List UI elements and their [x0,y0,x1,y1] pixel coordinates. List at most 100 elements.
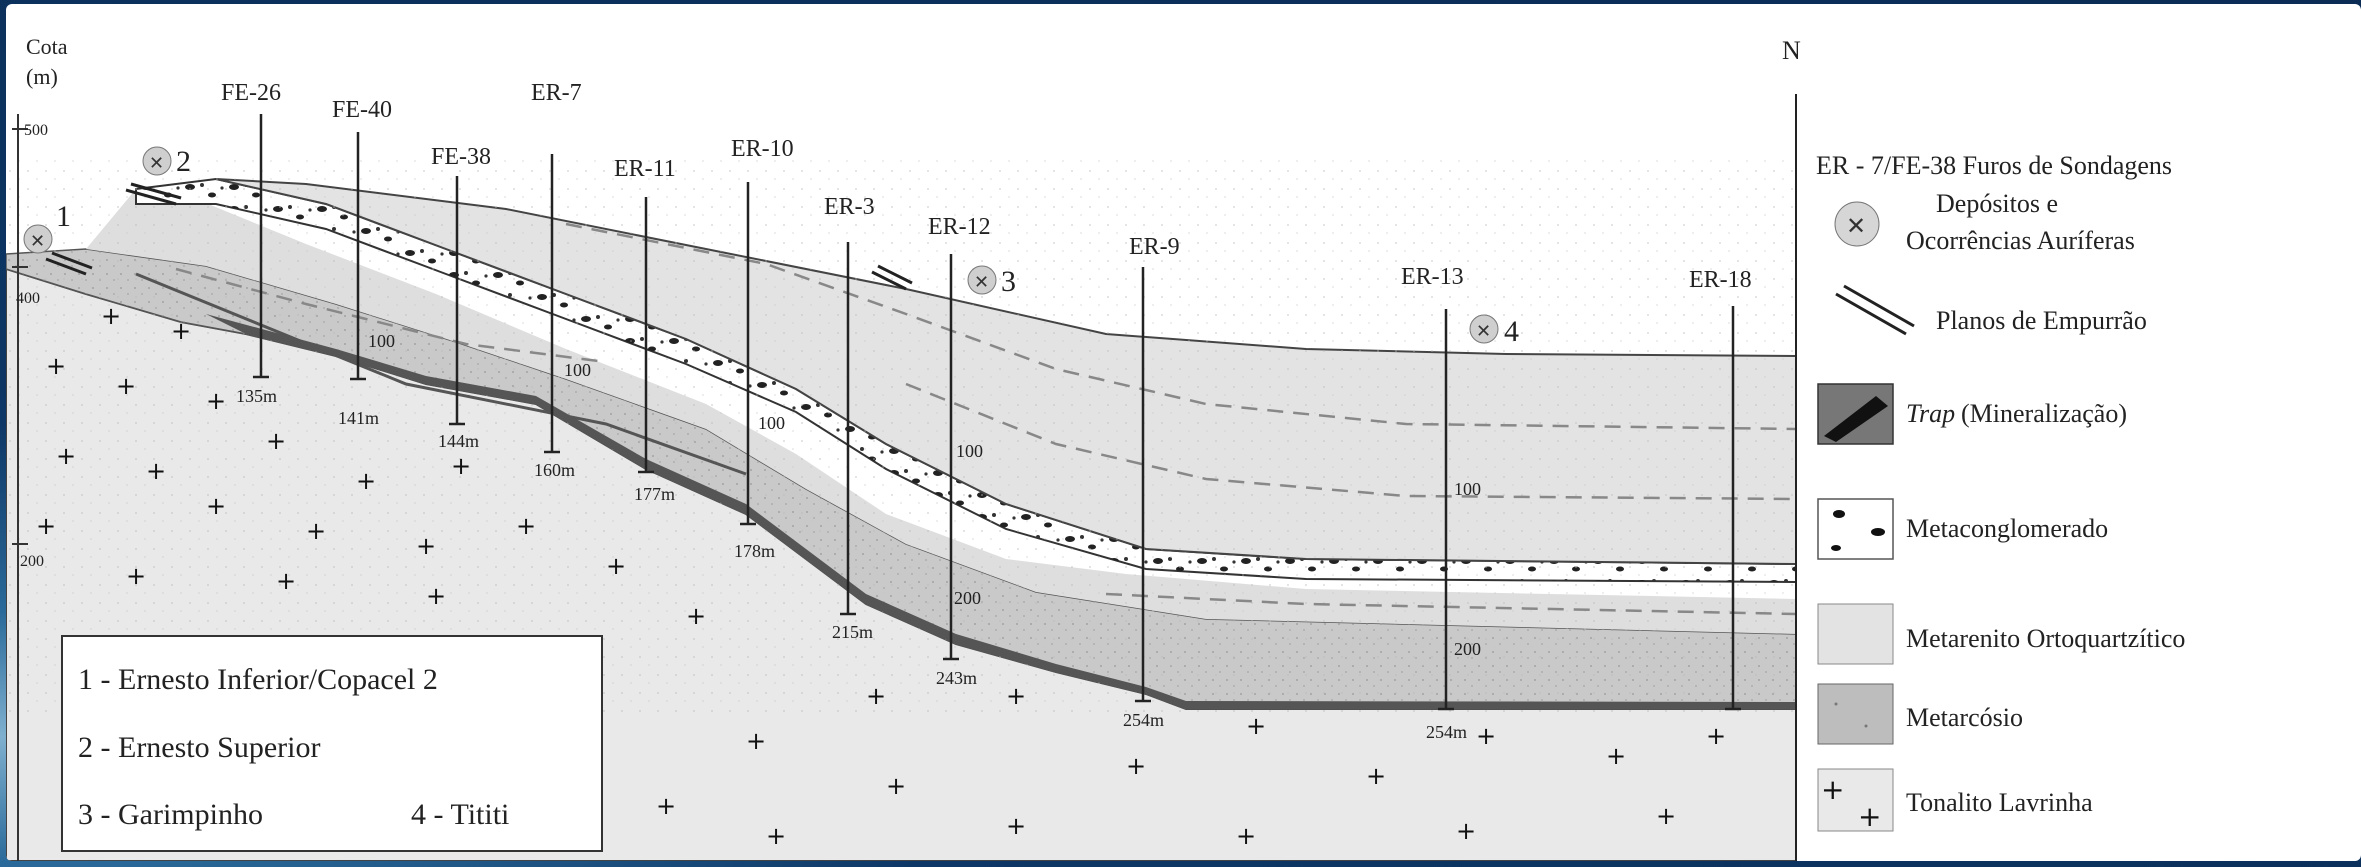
svg-text:+: + [46,352,66,380]
svg-text:100: 100 [956,441,983,461]
svg-text:+: + [1456,817,1476,845]
svg-text:✕: ✕ [974,272,989,292]
svg-text:+: + [306,517,326,545]
svg-text:+: + [171,317,191,345]
north-label: N [1782,36,1801,65]
thrust-arrows [45,182,913,291]
axis-unit: (m) [26,64,58,89]
svg-text:+: + [206,492,226,520]
contour-labels: 100 100 100 100 200 100 200 [368,331,1481,659]
svg-text:+: + [516,512,536,540]
svg-text:2: 2 [176,145,191,178]
legend: ER - 7/FE-38 Furos de Sondagens ✕ Depósi… [1816,151,2185,833]
drill-label-er3: ER-3 [824,194,875,220]
legend-tonalito-swatch [1817,768,1894,832]
drill-label-er7: ER-7 [531,80,582,106]
svg-text:+: + [1706,722,1726,750]
drill-label-fe26: FE-26 [221,80,281,106]
legend-thrust-icon [1835,284,1915,336]
svg-text:+: + [1821,773,1844,806]
legend-furos: ER - 7/FE-38 Furos de Sondagens [1816,151,2172,180]
svg-text:+: + [266,427,286,455]
svg-text:+: + [866,682,886,710]
depth-er3: 215m [832,622,873,642]
svg-text:(Mineralização): (Mineralização) [1961,399,2127,428]
svg-text:Planos de Empurrão: Planos de Empurrão [1936,306,2147,335]
svg-text:+: + [746,727,766,755]
drill-label-er18: ER-18 [1689,267,1752,293]
svg-text:4: 4 [1504,315,1519,348]
svg-text:✕: ✕ [30,231,45,251]
svg-text:+: + [1858,800,1881,833]
deposit-symbol-3: ✕ 3 [967,265,1016,298]
svg-text:200: 200 [954,588,981,608]
drill-label-fe40: FE-40 [332,97,392,123]
svg-text:+: + [886,772,906,800]
depth-fe40: 141m [338,408,379,428]
legend-deposit-icon [1834,201,1880,247]
svg-text:+: + [276,567,296,595]
svg-text:100: 100 [758,413,785,433]
svg-text:Trap: Trap [1906,399,1955,428]
svg-text:+: + [1656,802,1676,830]
depth-fe26: 135m [236,386,277,406]
svg-text:+: + [606,552,626,580]
legend-metarenito-swatch [1817,603,1894,665]
depth-er7: 160m [534,460,575,480]
axis-title-cota: Cota [26,34,68,59]
svg-text:+: + [126,562,146,590]
svg-text:+: + [1006,682,1026,710]
svg-text:+: + [146,457,166,485]
svg-text:✕: ✕ [149,153,164,173]
svg-text:+: + [1476,722,1496,750]
svg-text:4 - Tititi: 4 - Tititi [411,798,509,831]
svg-text:✕: ✕ [1846,214,1866,240]
svg-text:✕: ✕ [1476,321,1491,341]
svg-text:+: + [116,372,136,400]
drill-holes [253,114,1741,711]
svg-text:Depósitos e: Depósitos e [1936,189,2058,218]
svg-text:+: + [426,582,446,610]
axis-tick-200: 200 [20,553,44,570]
svg-text:+: + [1246,712,1266,740]
depth-er13: 254m [1426,722,1467,742]
deposit-symbol-4: ✕ 4 [1469,314,1519,348]
drill-label-fe38: FE-38 [431,144,491,170]
svg-text:200: 200 [1454,639,1481,659]
svg-text:+: + [686,602,706,630]
deposit-symbol-1: ✕ 1 [23,200,71,254]
svg-text:+: + [656,792,676,820]
svg-text:100: 100 [564,360,591,380]
depth-fe38: 144m [438,431,479,451]
svg-text:+: + [766,822,786,850]
svg-text:+: + [451,452,471,480]
drill-label-er11: ER-11 [614,156,676,182]
svg-text:100: 100 [1454,479,1481,499]
cross-section-diagram: Cota (m) 500 400 200 + + + + + + + + + + + + + + +… [6,34,2185,861]
svg-text:+: + [1236,822,1256,850]
svg-text:2 - Ernesto Superior: 2 - Ernesto Superior [78,731,320,764]
svg-text:Tonalito Lavrinha: Tonalito Lavrinha [1906,788,2093,817]
depth-er11: 177m [634,484,675,504]
locality-key-box: 1 - Ernesto Inferior/Copacel 2 2 - Ernes… [61,635,603,852]
svg-text:Ocorrências Auríferas: Ocorrências Auríferas [1906,226,2135,255]
svg-text:1 - Ernesto Inferior/Copacel 2: 1 - Ernesto Inferior/Copacel 2 [78,663,438,696]
depth-er12: 243m [936,668,977,688]
axis-tick-400: 400 [16,290,40,307]
svg-text:+: + [1366,762,1386,790]
svg-text:Metarcósio: Metarcósio [1906,703,2023,732]
svg-text:+: + [206,387,226,415]
svg-text:+: + [1126,752,1146,780]
tonalito-crosses: +++ +++ ++ + +++ +++ + ++ +++ +++ +++ +++ … [36,302,1726,850]
depth-er10: 178m [734,541,775,561]
svg-text:+: + [356,467,376,495]
svg-text:Metarenito Ortoquartzítico: Metarenito Ortoquartzítico [1906,624,2185,653]
svg-text:3: 3 [1001,265,1016,298]
svg-text:+: + [101,302,121,330]
svg-text:3 - Garimpinho: 3 - Garimpinho [78,798,263,831]
depth-er9: 254m [1123,710,1164,730]
svg-text:+: + [416,532,436,560]
legend-metarcosio-swatch [1817,683,1894,745]
drill-label-er12: ER-12 [928,214,991,240]
deposit-symbol-2: ✕ 2 [142,145,191,178]
